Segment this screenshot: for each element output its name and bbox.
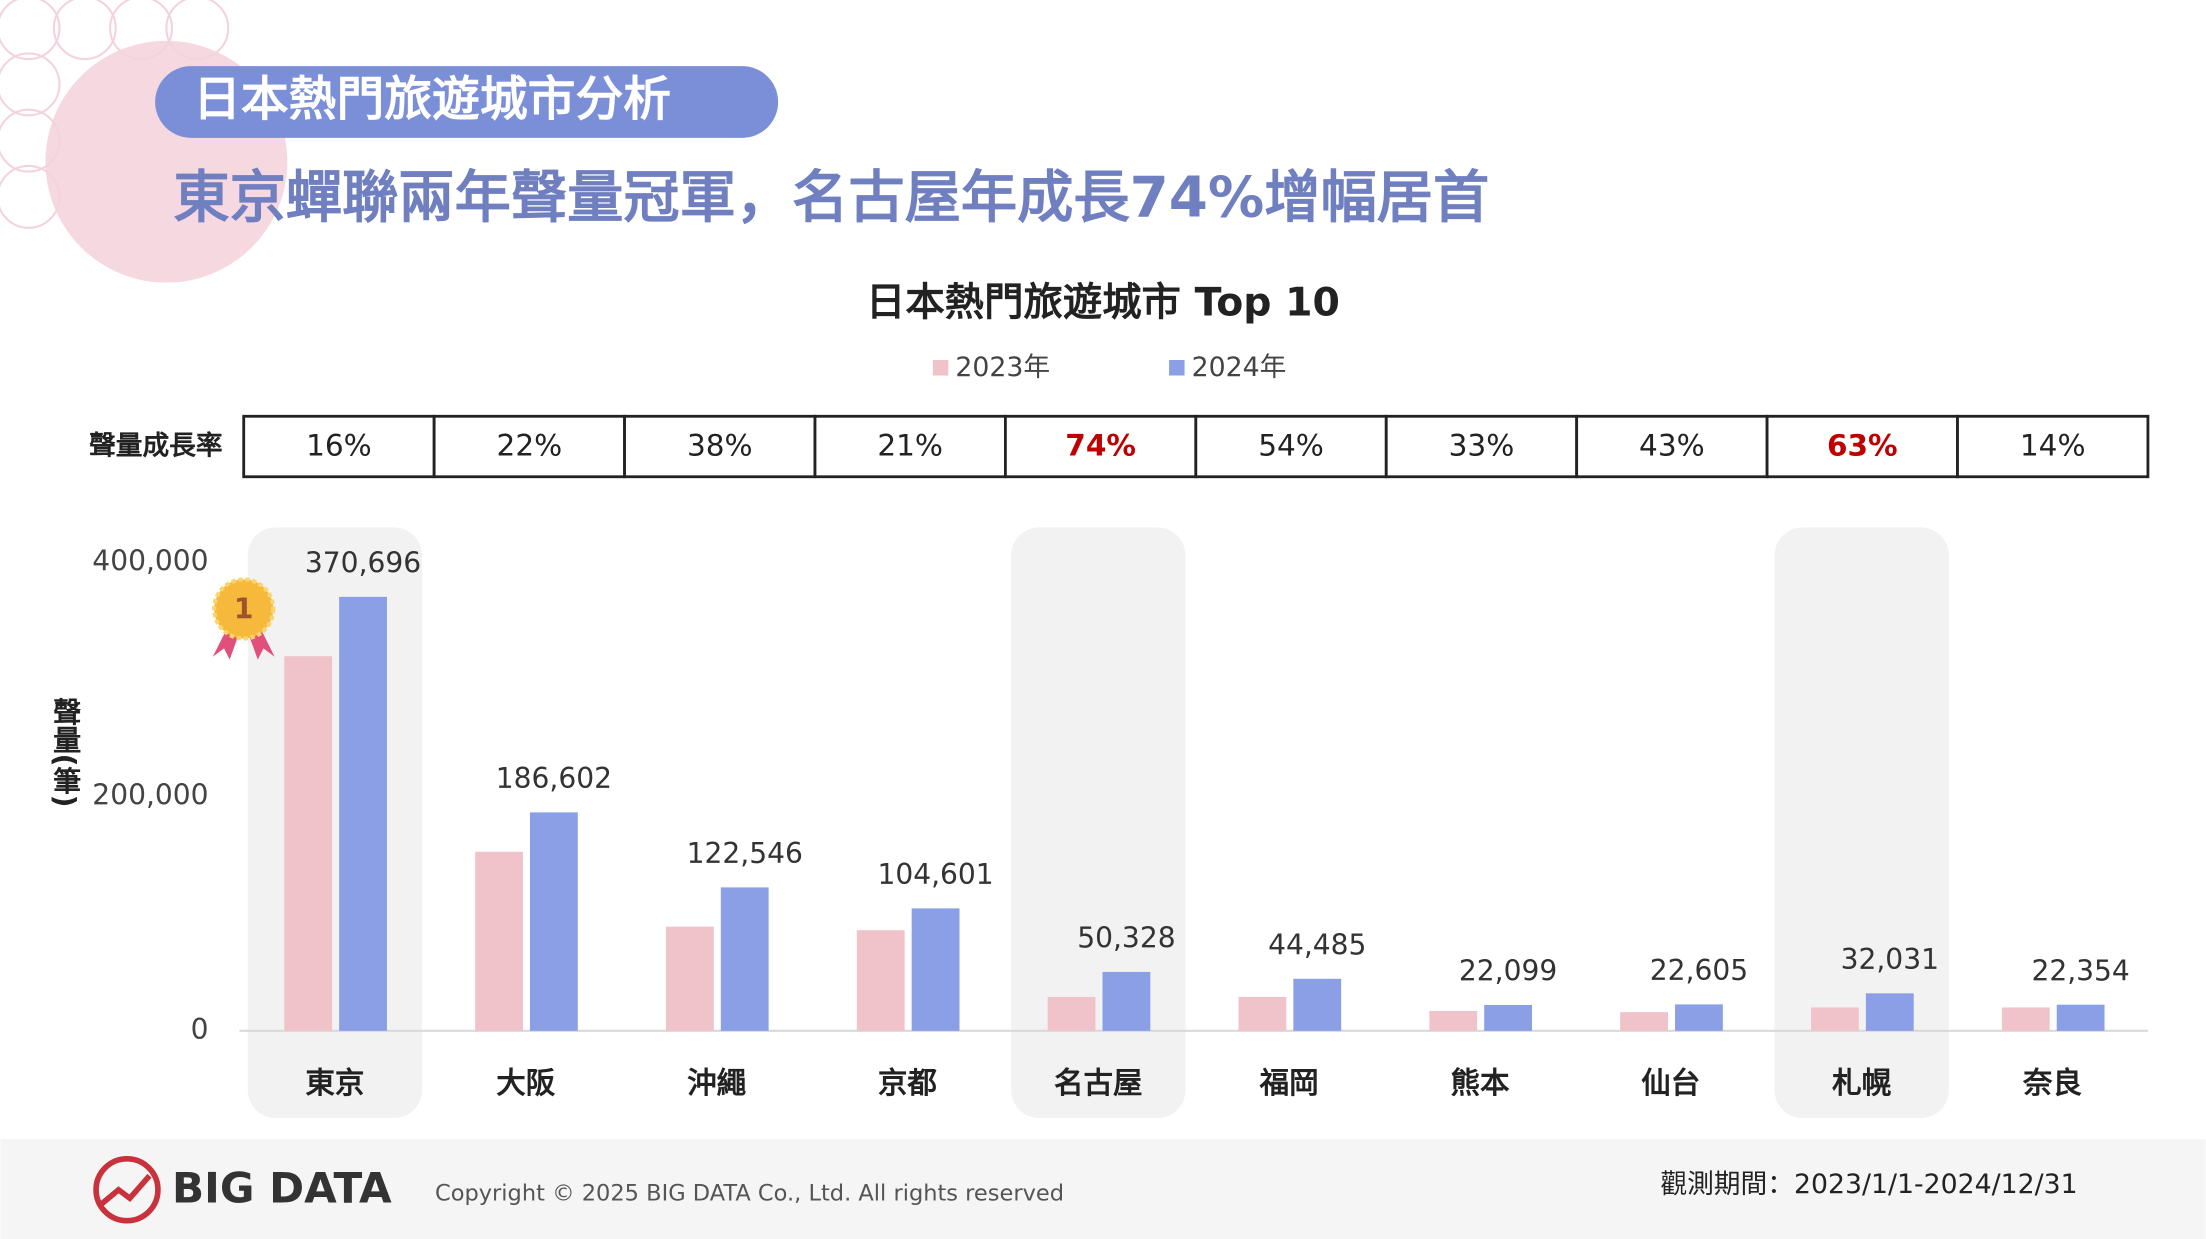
category-highlight xyxy=(629,527,803,1118)
bar xyxy=(665,926,714,1031)
bar xyxy=(911,908,960,1031)
legend-label: 2024年 xyxy=(1192,352,1287,383)
decor-pattern xyxy=(0,0,230,229)
growth-value: 33% xyxy=(1449,429,1515,463)
footer-logo: BIG DATA xyxy=(172,1164,392,1213)
chart-title: 日本熱門旅遊城市 Top 10 xyxy=(866,280,1340,326)
bar xyxy=(529,812,578,1031)
bar xyxy=(1484,1004,1533,1031)
value-label: 32,031 xyxy=(1841,943,1939,976)
growth-value: 38% xyxy=(687,429,753,463)
medal-rank: 1 xyxy=(234,592,254,625)
y-tick-label: 200,000 xyxy=(92,779,208,812)
category-highlight xyxy=(1202,527,1376,1118)
bar xyxy=(1865,993,1914,1031)
tag-pill xyxy=(155,66,779,138)
x-tick-label: 沖繩 xyxy=(687,1066,747,1100)
bar xyxy=(1238,996,1287,1031)
bar xyxy=(1675,1004,1723,1031)
bar xyxy=(1293,978,1342,1031)
growth-value: 14% xyxy=(2020,429,2086,463)
category-highlight xyxy=(247,527,423,1119)
value-label: 22,605 xyxy=(1650,954,1748,987)
x-tick-label: 京都 xyxy=(878,1066,938,1100)
x-tick-label: 大阪 xyxy=(496,1066,556,1100)
bar xyxy=(2001,1007,2050,1031)
x-tick-label: 奈良 xyxy=(2022,1066,2083,1100)
category-highlight xyxy=(1011,527,1186,1119)
bar xyxy=(339,596,387,1031)
bar xyxy=(1047,996,1096,1031)
growth-value: 21% xyxy=(877,429,943,463)
copyright: Copyright © 2025 BIG DATA Co., Ltd. All … xyxy=(435,1180,1064,1206)
value-label: 186,602 xyxy=(496,762,612,795)
value-label: 122,546 xyxy=(687,837,803,870)
y-tick-label: 0 xyxy=(191,1013,209,1046)
x-tick-label: 札幌 xyxy=(1832,1066,1892,1100)
bar xyxy=(1620,1012,1669,1031)
header-tag: 日本熱門旅遊城市分析 xyxy=(193,73,671,128)
bar xyxy=(1429,1010,1478,1031)
growth-value: 22% xyxy=(497,429,563,463)
footer-bg xyxy=(0,1139,2206,1239)
category-highlight xyxy=(1774,527,1949,1119)
headline: 東京蟬聯兩年聲量冠軍，名古屋年成長74%增幅居首 xyxy=(173,166,1489,231)
logo-icon xyxy=(93,1156,161,1224)
value-label: 22,354 xyxy=(2031,954,2129,987)
growth-cell xyxy=(1575,414,1769,479)
value-label: 104,601 xyxy=(877,858,993,891)
growth-cell xyxy=(242,414,436,479)
growth-cell xyxy=(1956,414,2150,479)
x-tick-label: 福岡 xyxy=(1259,1066,1319,1100)
category-highlight xyxy=(1584,527,1758,1118)
value-label: 22,099 xyxy=(1459,955,1557,988)
growth-value: 74% xyxy=(1065,429,1136,463)
x-tick-label: 名古屋 xyxy=(1054,1066,1143,1100)
growth-label: 聲量成長率 xyxy=(89,430,223,462)
growth-cell xyxy=(813,414,1007,479)
growth-value: 54% xyxy=(1258,429,1324,463)
legend-swatch xyxy=(1169,360,1185,376)
bar xyxy=(1102,971,1151,1031)
bar xyxy=(475,851,523,1031)
growth-value: 43% xyxy=(1639,429,1705,463)
y-axis-label: 聲量(筆) xyxy=(49,697,82,807)
growth-cell xyxy=(623,414,817,479)
bar xyxy=(284,656,333,1031)
bar xyxy=(2056,1004,2105,1031)
category-highlight xyxy=(1393,527,1567,1118)
category-highlight xyxy=(439,527,613,1118)
growth-cell xyxy=(1003,414,1198,479)
legend-label: 2023年 xyxy=(955,352,1050,383)
x-tick-label: 熊本 xyxy=(1450,1066,1510,1100)
value-label: 50,328 xyxy=(1077,922,1175,955)
value-label: 370,696 xyxy=(305,547,421,580)
bar xyxy=(720,887,769,1031)
x-tick-label: 東京 xyxy=(305,1066,364,1100)
category-highlight xyxy=(1965,527,2139,1118)
growth-value: 16% xyxy=(306,429,372,463)
y-tick-label: 400,000 xyxy=(92,545,208,578)
legend-swatch xyxy=(932,360,949,376)
growth-cell xyxy=(1194,414,1388,479)
category-highlight xyxy=(820,527,994,1118)
value-label: 44,485 xyxy=(1268,928,1366,961)
bar xyxy=(1811,1007,1859,1031)
growth-value: 63% xyxy=(1827,429,1898,463)
medal xyxy=(212,577,276,641)
x-tick-label: 仙台 xyxy=(1641,1066,1700,1100)
bar xyxy=(856,930,905,1031)
period: 觀測期間：2023/1/1-2024/12/31 xyxy=(1660,1169,2077,1200)
